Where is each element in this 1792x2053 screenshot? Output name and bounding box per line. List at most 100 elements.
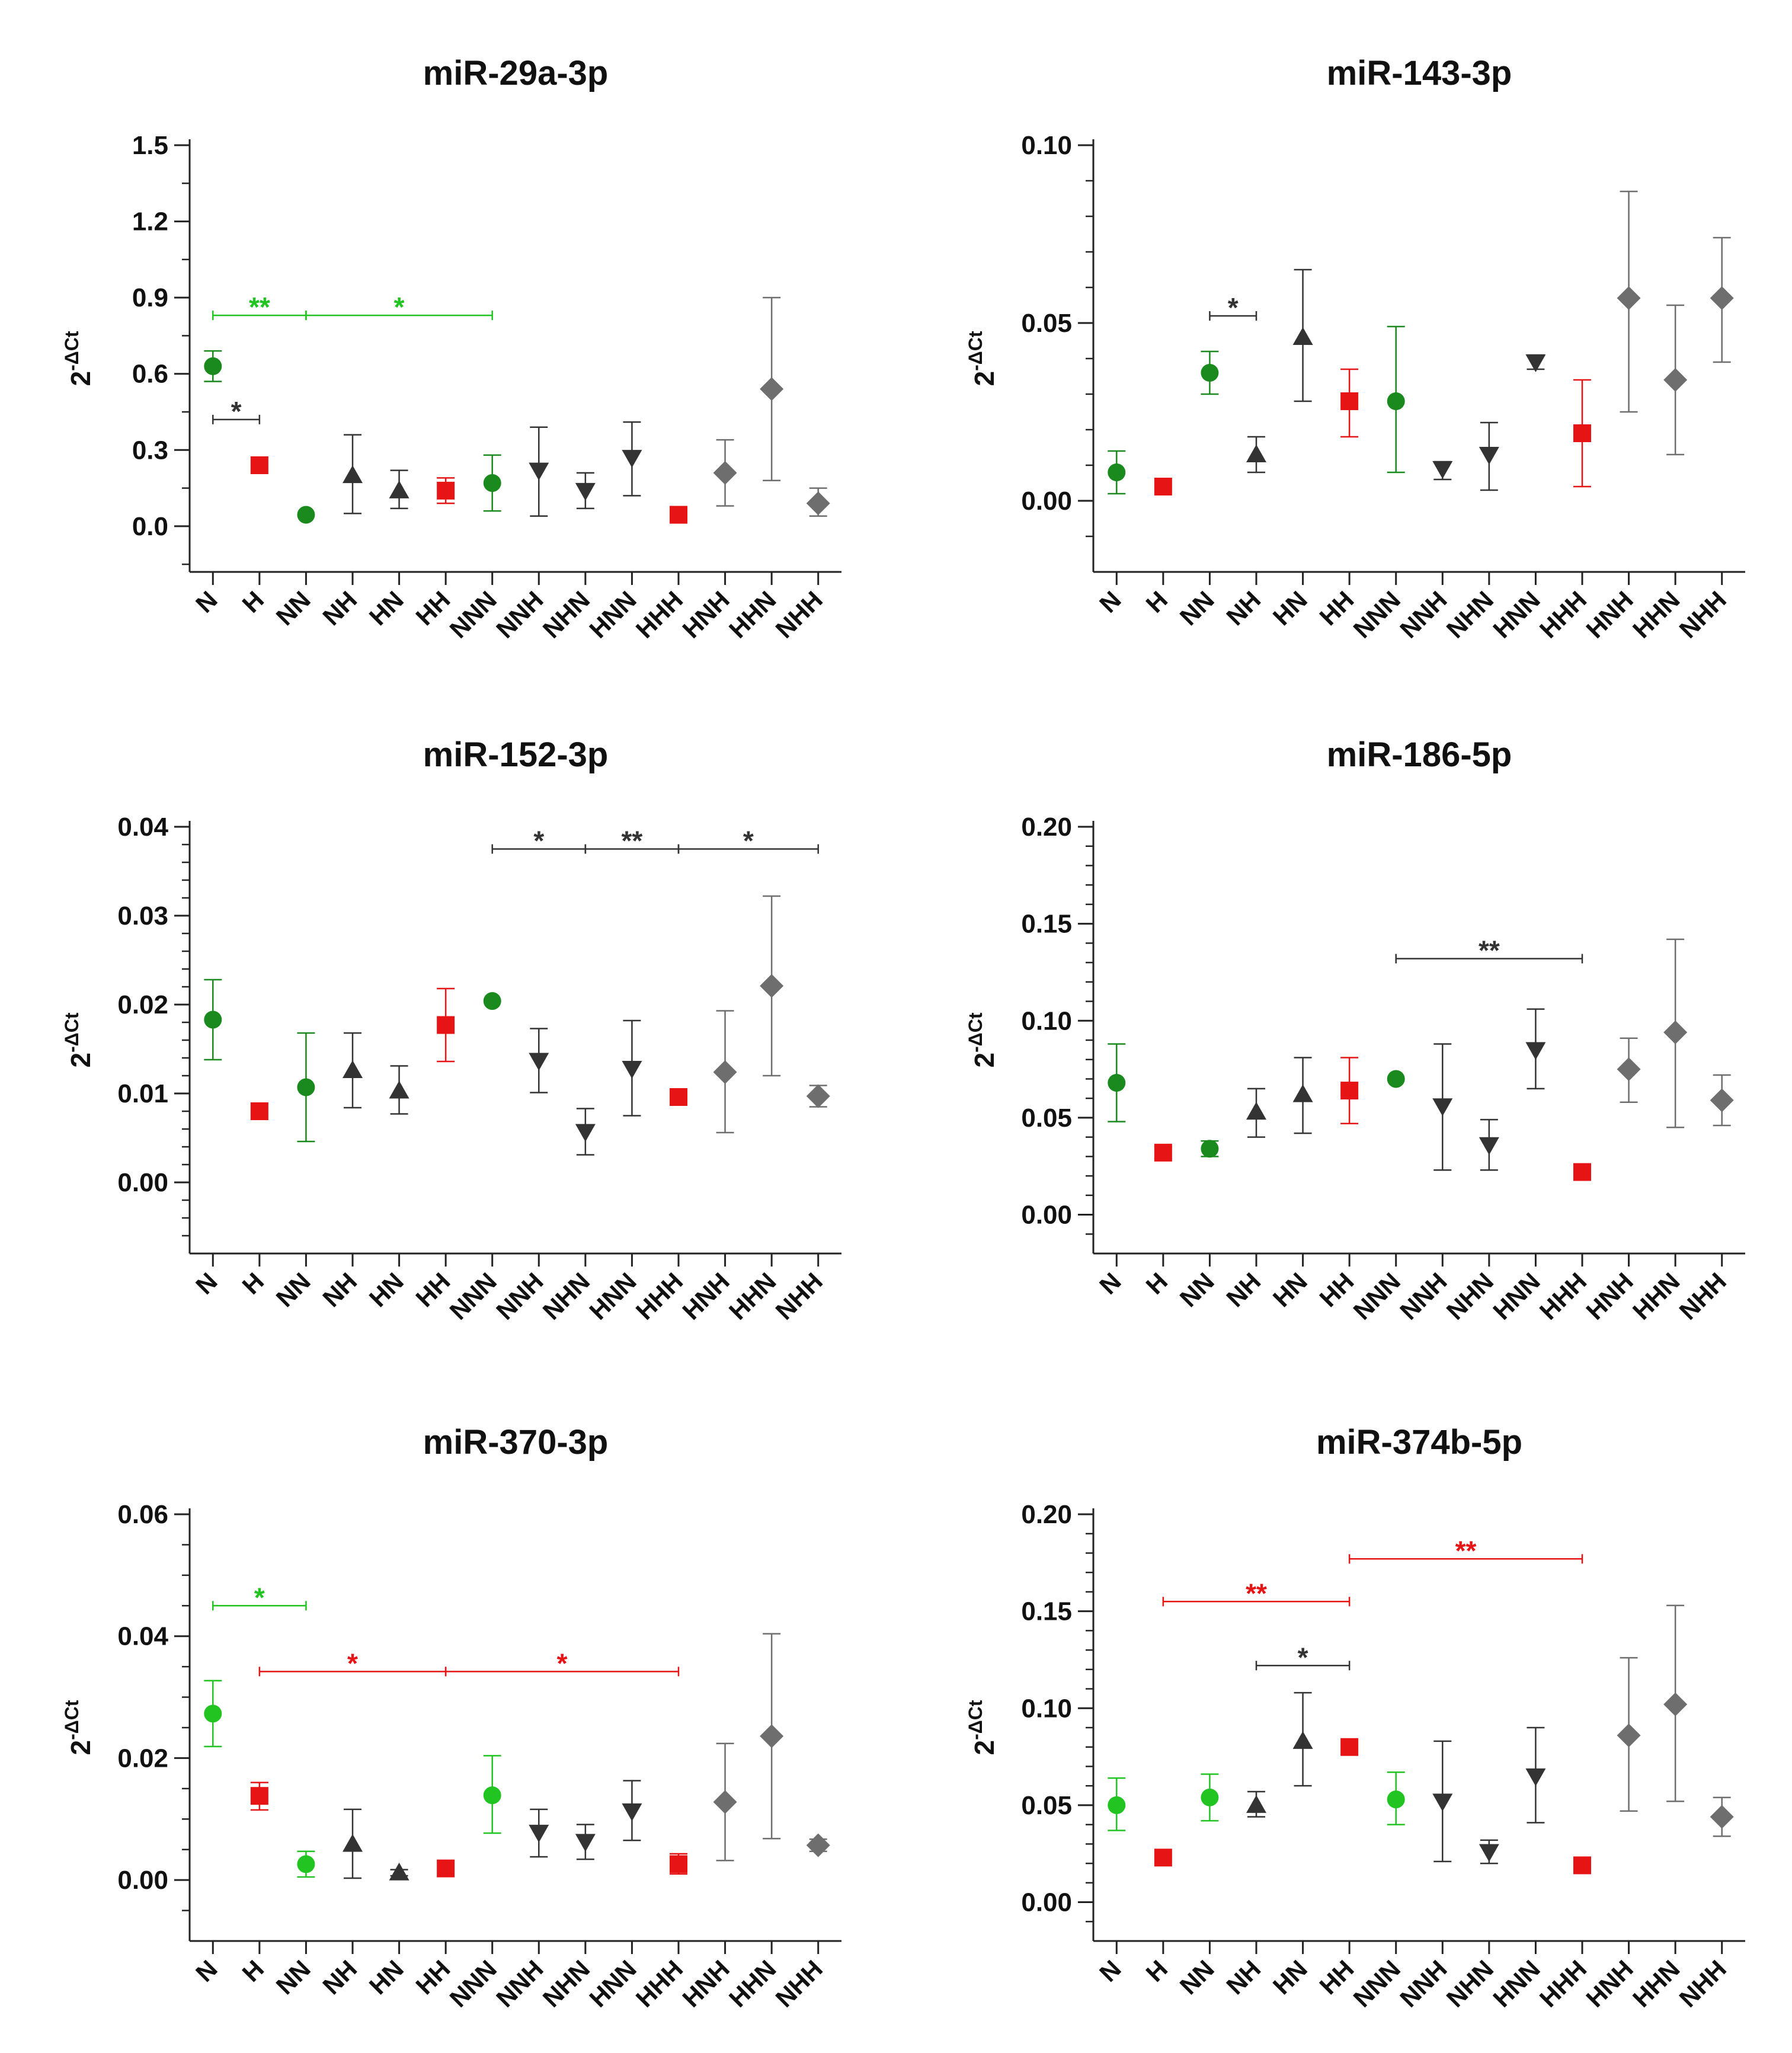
data-point (1710, 286, 1734, 310)
y-tick-label: 0.02 (117, 990, 168, 1019)
panel-mir-186-5p: miR-186-5p 0.00 0.05 0.10 0.15 0.20 2-ΔCt N H NN… (951, 717, 1781, 1357)
significance-label: ** (622, 826, 643, 856)
data-point (1617, 1057, 1641, 1082)
chart-title: miR-374b-5p (1316, 1423, 1523, 1462)
x-tick-label: NHH (1673, 586, 1732, 644)
data-point (1479, 1844, 1499, 1862)
y-tick-label: 0.10 (1021, 1694, 1072, 1723)
data-point (575, 1834, 596, 1852)
data-point (1154, 1143, 1172, 1162)
significance-label: ** (249, 292, 270, 322)
data-point (1292, 327, 1313, 345)
y-axis-label-base: 2 (969, 1053, 1000, 1068)
y-tick-label: 0.15 (1021, 910, 1072, 939)
y-tick-label: 0.10 (1021, 1006, 1072, 1035)
data-point (483, 474, 501, 492)
data-point (1340, 1082, 1359, 1100)
y-tick-label: 0.10 (1021, 131, 1072, 160)
x-tick-label: HNH (1580, 1955, 1639, 2013)
x-tick-label: N (1094, 1955, 1127, 1987)
x-tick-label: H (1141, 586, 1173, 618)
chart-title: miR-29a-3p (423, 54, 609, 92)
x-tick-label: NN (271, 586, 316, 631)
data-point (1154, 478, 1172, 495)
chart-title: miR-143-3p (1326, 54, 1512, 92)
data-point (1432, 461, 1453, 479)
data-point (389, 1862, 409, 1881)
x-tick-label: HHH (1534, 1267, 1592, 1325)
x-tick-label: N (190, 1267, 223, 1300)
y-tick-label: 0.05 (1021, 309, 1072, 338)
data-point (1201, 1788, 1219, 1806)
y-tick-label: 0.03 (117, 901, 168, 930)
data-point (1387, 392, 1405, 410)
data-point (1573, 1163, 1591, 1181)
x-tick-label: NH (317, 1955, 362, 2000)
x-tick-label: HHH (1534, 1955, 1592, 2013)
x-tick-label: HNN (584, 586, 642, 644)
x-tick-label: HN (364, 586, 409, 631)
data-point (760, 377, 784, 401)
x-tick-label: NHN (537, 1955, 596, 2013)
data-point (1432, 1793, 1453, 1812)
x-tick-label: HN (364, 1267, 409, 1312)
x-tick-label: H (1141, 1955, 1173, 1987)
chart-title: miR-370-3p (423, 1423, 609, 1462)
x-tick-label: NN (1175, 1267, 1220, 1312)
x-tick-label: HN (1268, 1955, 1313, 2000)
data-point (1108, 463, 1126, 481)
data-point (1201, 1140, 1219, 1158)
data-point (806, 1084, 830, 1108)
x-tick-label: NHN (537, 586, 596, 644)
x-tick-label: N (190, 1955, 223, 1987)
data-point (437, 481, 455, 500)
y-tick-label: 0.06 (117, 1500, 168, 1529)
y-tick-label: 0.6 (132, 360, 168, 389)
data-point (575, 482, 596, 501)
y-axis-label: 2-ΔCt (61, 331, 96, 386)
x-tick-label: NHH (770, 586, 828, 644)
y-axis-label-base: 2 (65, 1053, 96, 1068)
data-point (713, 461, 737, 485)
data-point (204, 357, 222, 375)
data-point (204, 1705, 222, 1723)
data-point (1663, 368, 1688, 392)
data-point (1479, 447, 1499, 465)
y-tick-label: 0.20 (1021, 813, 1072, 842)
data-point (1573, 1856, 1591, 1875)
x-tick-label: H (237, 586, 270, 618)
y-tick-label: 0.00 (117, 1168, 168, 1197)
x-tick-label: NH (1221, 1955, 1266, 2000)
x-tick-label: HHH (631, 586, 689, 644)
panel-mir-370-3p: miR-370-3p 0.00 0.02 0.04 0.06 2-ΔCt N H NN NH HN… (47, 1405, 877, 2045)
data-point (1340, 1738, 1359, 1756)
data-point (1154, 1849, 1172, 1867)
data-point (483, 992, 501, 1010)
y-axis-label-sup: -ΔCt (61, 1012, 82, 1053)
y-tick-label: 0.9 (132, 283, 168, 312)
y-tick-label: 0.3 (132, 436, 168, 465)
data-point (1387, 1070, 1405, 1088)
x-tick-label: NH (1221, 1267, 1266, 1312)
data-point (1710, 1088, 1734, 1112)
y-tick-label: 0.02 (117, 1744, 168, 1773)
data-point (760, 974, 784, 998)
x-tick-label: HN (1268, 1267, 1313, 1312)
x-tick-label: HNN (1487, 1955, 1545, 2013)
data-point (529, 462, 549, 481)
y-axis-label: 2-ΔCt (965, 331, 1000, 386)
data-point (1525, 1042, 1546, 1060)
x-tick-label: N (1094, 1267, 1127, 1300)
data-point (529, 1824, 549, 1843)
panel-mir-374b-5p: miR-374b-5p 0.00 0.05 0.10 0.15 0.20 2-ΔCt N H N… (951, 1405, 1781, 2045)
significance-label: ** (1246, 1578, 1267, 1608)
y-axis-label-base: 2 (65, 371, 96, 386)
data-point (1246, 1102, 1266, 1120)
data-point (343, 1834, 363, 1852)
x-tick-label: HHN (1627, 1267, 1685, 1325)
y-tick-label: 0.20 (1021, 1500, 1072, 1529)
panel-mir-29a-3p: miR-29a-3p 0.0 0.3 0.6 0.9 1.2 1.5 2-ΔCt N H NN NH… (47, 36, 877, 676)
data-point (1617, 286, 1641, 310)
